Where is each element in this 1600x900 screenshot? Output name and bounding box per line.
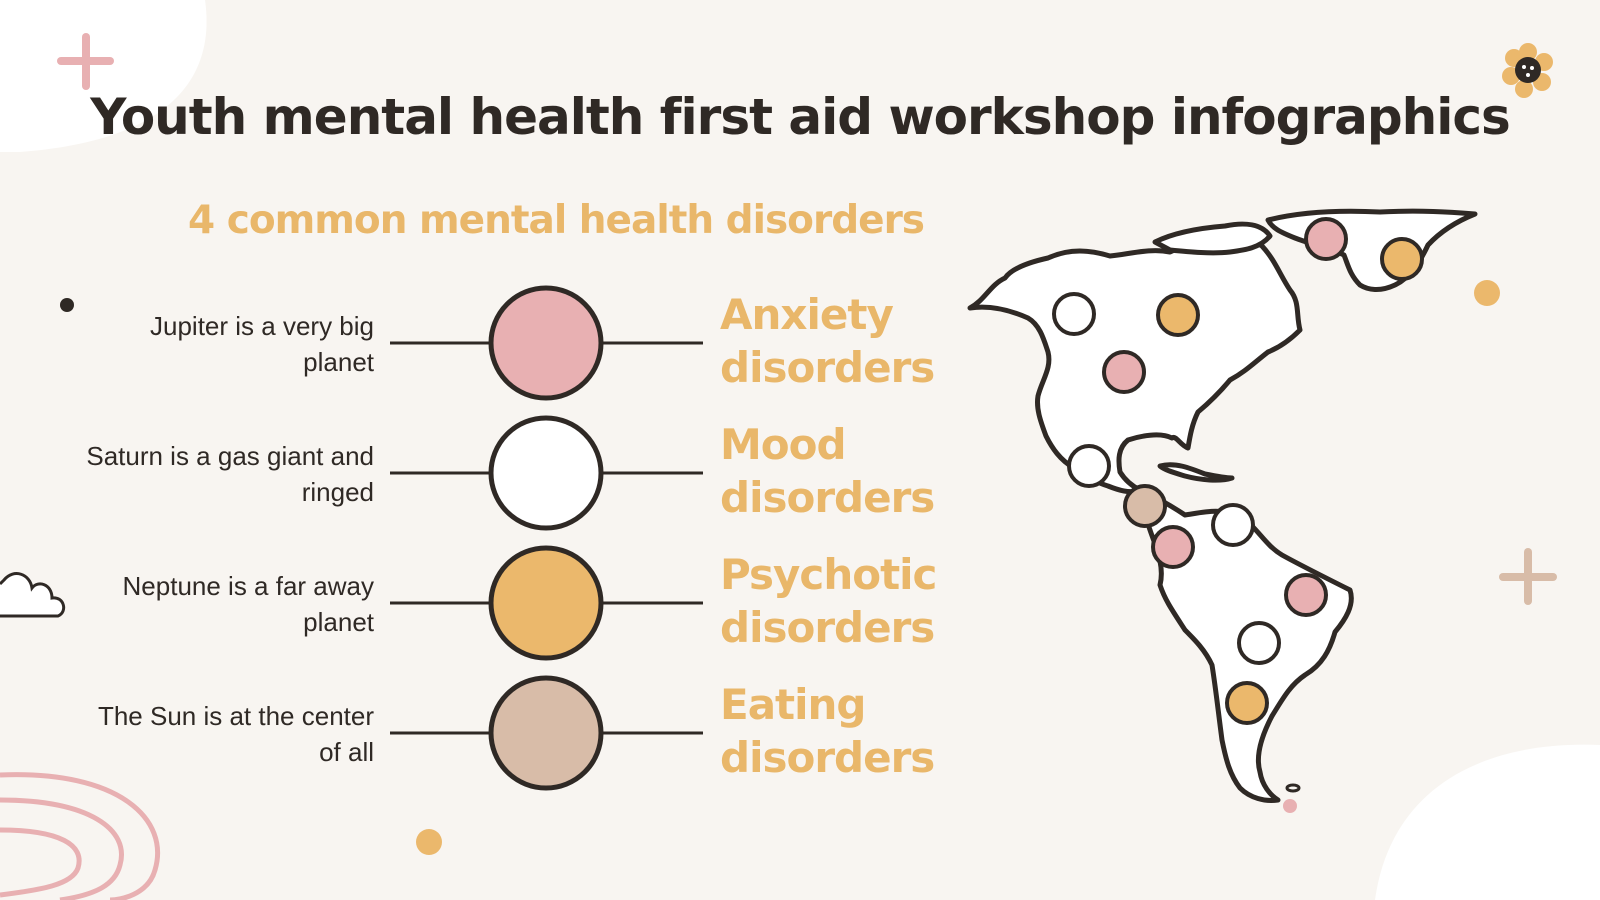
page-title: Youth mental health first aid workshop i… xyxy=(90,88,1511,146)
category-line: Eating xyxy=(720,680,866,729)
category-line: Psychotic xyxy=(720,550,937,599)
description-4: The Sun is at the center of all xyxy=(97,701,374,767)
disorder-circle xyxy=(488,675,604,791)
map-marker xyxy=(1151,525,1195,569)
category-line: disorders xyxy=(720,343,935,392)
map-marker xyxy=(1102,350,1146,394)
disorder-circle xyxy=(488,415,604,531)
category-line: disorders xyxy=(720,603,935,652)
category-psychotic: Psychotic disorders xyxy=(720,548,937,654)
swirl-lines xyxy=(0,772,161,900)
description-1: Jupiter is a very big planet xyxy=(150,311,374,377)
description-2: Saturn is a gas giant and ringed xyxy=(86,441,374,507)
cloud-icon xyxy=(0,572,66,618)
map-marker xyxy=(1123,484,1167,528)
cuba-outline xyxy=(1157,462,1235,483)
dot-icon xyxy=(1283,799,1297,813)
flower-icon xyxy=(1502,43,1553,98)
category-mood: Mood disorders xyxy=(720,418,935,524)
white-blob-top-left xyxy=(0,0,207,152)
map-marker xyxy=(1304,217,1348,261)
map-marker xyxy=(1225,681,1269,725)
arctic-islands xyxy=(1152,221,1273,256)
map-marker xyxy=(1284,573,1328,617)
subtitle: 4 common mental health disorders xyxy=(188,198,925,243)
disorder-circle xyxy=(488,545,604,661)
map-marker xyxy=(1211,503,1255,547)
map-marker xyxy=(1156,293,1200,337)
plus-icon xyxy=(1499,548,1557,605)
map-marker xyxy=(1067,444,1111,488)
category-line: disorders xyxy=(720,473,935,522)
map-marker xyxy=(1052,292,1096,336)
map-marker xyxy=(1380,237,1424,281)
dot-icon xyxy=(416,829,442,855)
dot-icon xyxy=(1474,280,1500,306)
category-line: Mood xyxy=(720,420,847,469)
white-blob-bottom-right xyxy=(1375,744,1600,900)
plus-icon xyxy=(57,33,114,90)
category-line: Anxiety xyxy=(720,290,894,339)
category-anxiety: Anxiety disorders xyxy=(720,288,935,394)
category-eating: Eating disorders xyxy=(720,678,935,784)
disorder-circle xyxy=(488,285,604,401)
category-line: disorders xyxy=(720,733,935,782)
greenland-outline xyxy=(1265,208,1478,292)
description-3: Neptune is a far away planet xyxy=(122,571,374,637)
island-icon xyxy=(1285,783,1301,793)
dot-icon xyxy=(60,298,74,312)
map-marker xyxy=(1237,621,1281,665)
